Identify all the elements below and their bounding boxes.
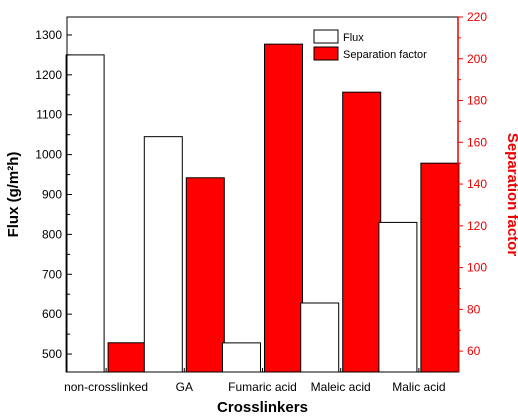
bar-separation-factor-fumaric-acid bbox=[264, 43, 303, 373]
left-tick-label: 600 bbox=[42, 307, 62, 321]
x-tick-label: GA bbox=[176, 380, 193, 394]
right-tick-label: 160 bbox=[467, 135, 487, 149]
x-axis-title: Crosslinkers bbox=[217, 399, 308, 416]
bar-separation-factor-malic-acid bbox=[420, 162, 460, 373]
bar-flux-malic-acid bbox=[378, 221, 418, 373]
legend-label-flux: Flux bbox=[343, 32, 364, 44]
right-tick-label: 80 bbox=[467, 302, 481, 316]
bar-separation-factor-non-crosslinked bbox=[107, 342, 147, 373]
left-tick-label: 500 bbox=[42, 347, 62, 361]
x-tick-label: Fumaric acid bbox=[228, 380, 297, 394]
right-tick-label: 220 bbox=[467, 10, 487, 24]
left-axis-title: Flux (g/m²h) bbox=[5, 152, 22, 238]
right-tick-label: 100 bbox=[467, 261, 487, 275]
right-tick-label: 60 bbox=[467, 344, 481, 358]
left-tick-label: 1300 bbox=[35, 28, 62, 42]
bars-group bbox=[65, 43, 460, 373]
x-tick-label: non-crosslinked bbox=[64, 380, 148, 394]
x-tick-label: Malic acid bbox=[392, 380, 445, 394]
bar-flux-ga bbox=[143, 136, 183, 373]
bar-flux-maleic-acid bbox=[300, 302, 340, 373]
left-tick-label: 1100 bbox=[36, 108, 62, 122]
left-tick-label: 1000 bbox=[35, 148, 62, 162]
bar-flux-fumaric-acid bbox=[222, 342, 261, 373]
right-y-axis: 60 80 100 120 140 160 180 200 220 bbox=[457, 10, 487, 372]
right-axis-title: Separation factor bbox=[504, 133, 518, 257]
bar-flux-non-crosslinked bbox=[65, 54, 105, 373]
right-tick-label: 200 bbox=[467, 52, 487, 66]
left-y-axis: 500 600 700 800 900 1000 1100 1200 1300 bbox=[35, 28, 72, 361]
legend-label-separation-factor: Separation factor bbox=[343, 49, 427, 61]
left-tick-label: 900 bbox=[42, 188, 62, 202]
right-tick-label: 120 bbox=[467, 219, 487, 233]
left-tick-label: 800 bbox=[42, 227, 62, 241]
right-tick-label: 180 bbox=[467, 94, 487, 108]
bar-separation-factor-maleic-acid bbox=[342, 91, 382, 373]
x-axis: non-crosslinked GA Fumaric acid Maleic acid… bbox=[64, 368, 446, 394]
bar-separation-factor-ga bbox=[185, 177, 225, 373]
legend-swatch-flux bbox=[313, 29, 339, 44]
legend-swatch-separation-factor bbox=[313, 46, 339, 61]
x-tick-label: Maleic acid bbox=[311, 380, 371, 394]
left-tick-label: 700 bbox=[42, 267, 62, 281]
left-tick-label: 1200 bbox=[35, 68, 62, 82]
right-tick-label: 140 bbox=[467, 177, 487, 191]
legend: Flux Separation factor bbox=[313, 29, 427, 61]
